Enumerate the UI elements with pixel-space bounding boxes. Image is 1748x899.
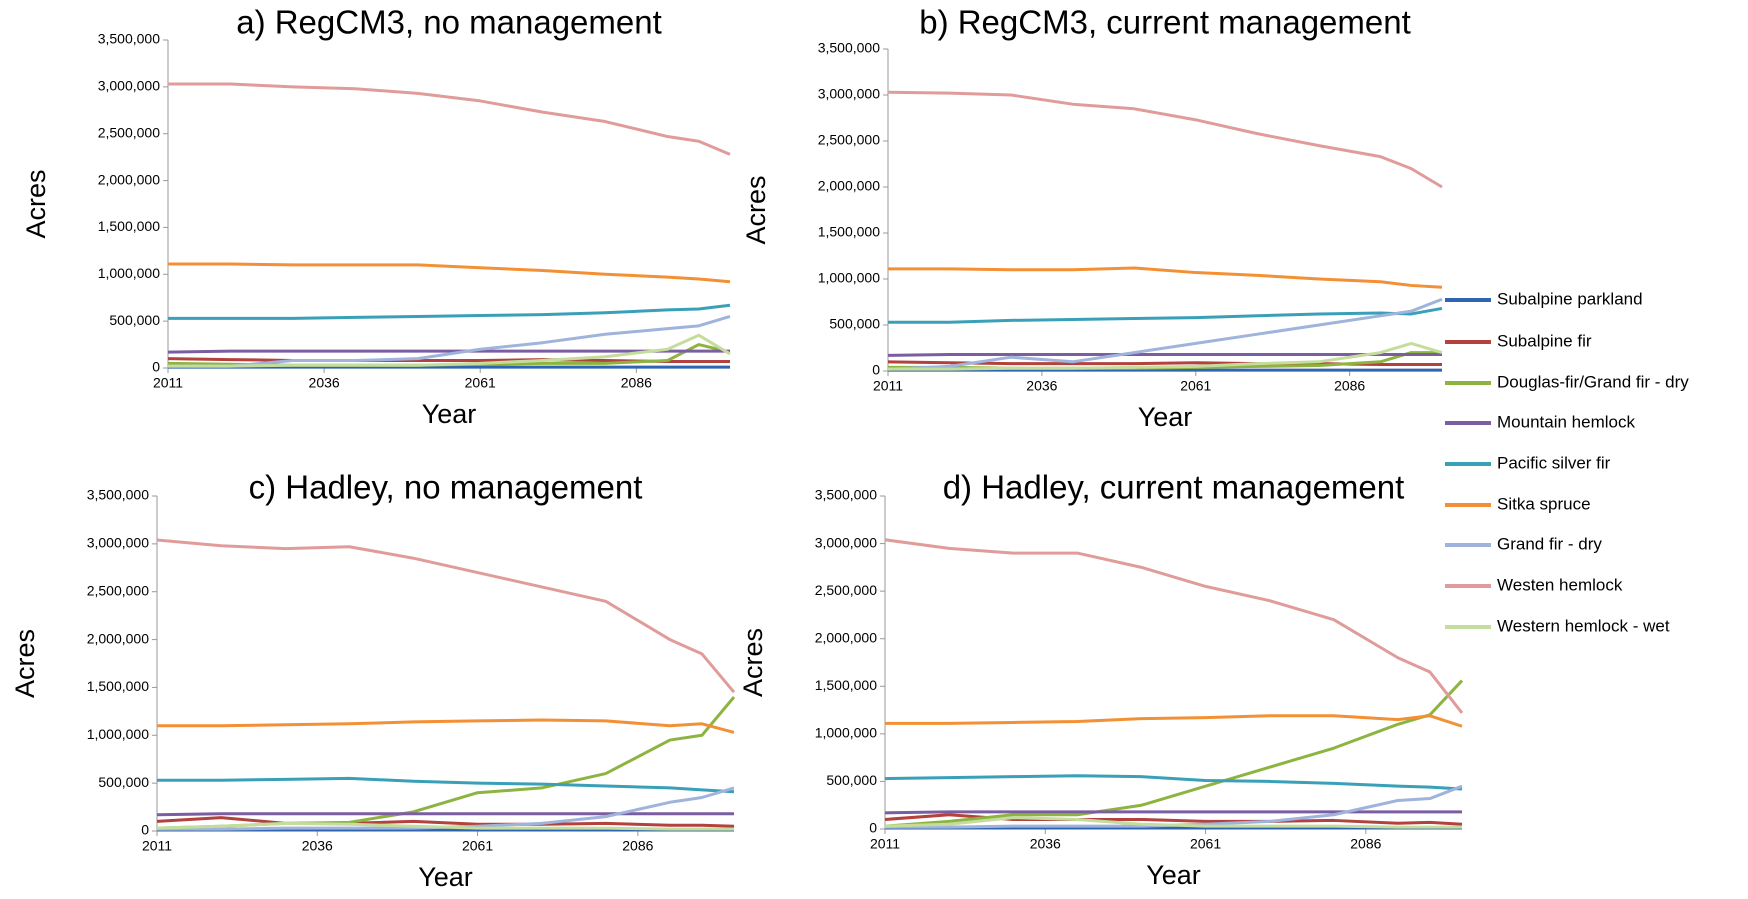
y-tick-label: 1,500,000 xyxy=(818,224,880,240)
y-tick-label: 1,000,000 xyxy=(98,265,160,281)
y-axis-label: Acres xyxy=(738,628,768,697)
y-tick-label: 0 xyxy=(141,822,149,838)
y-tick-label: 2,000,000 xyxy=(98,171,160,187)
y-tick-label: 3,500,000 xyxy=(818,40,880,56)
legend-label: Grand fir - dry xyxy=(1497,534,1602,553)
series-line xyxy=(168,315,731,368)
chart-title: d) Hadley, current management xyxy=(943,469,1405,506)
legend-label: Westen hemlock xyxy=(1497,575,1623,594)
y-tick-label: 500,000 xyxy=(98,774,149,790)
y-tick-label: 1,500,000 xyxy=(815,677,877,693)
series-line xyxy=(884,774,1463,791)
y-tick-label: 2,500,000 xyxy=(815,582,877,598)
chart-title: b) RegCM3, current management xyxy=(919,4,1411,41)
y-tick-label: 3,000,000 xyxy=(818,86,880,102)
series-line xyxy=(156,816,735,828)
legend-label: Mountain hemlock xyxy=(1497,412,1635,431)
series-line xyxy=(167,349,730,354)
y-tick-label: 1,500,000 xyxy=(98,218,160,234)
x-tick-label: 2011 xyxy=(153,375,183,391)
x-tick-label: 2011 xyxy=(870,836,900,852)
y-tick-label: 1,000,000 xyxy=(818,270,880,286)
legend-label: Western hemlock - wet xyxy=(1497,616,1670,635)
y-axis-label: Acres xyxy=(741,175,771,244)
x-tick-label: 2036 xyxy=(302,838,333,854)
series-line xyxy=(157,718,735,734)
y-tick-label: 2,500,000 xyxy=(87,582,149,598)
series-line xyxy=(168,303,731,320)
series-line xyxy=(888,266,1443,289)
x-axis-label: Year xyxy=(422,399,477,429)
y-tick-label: 2,000,000 xyxy=(87,630,149,646)
series-line xyxy=(156,821,734,831)
y-tick-label: 2,000,000 xyxy=(818,178,880,194)
series-line xyxy=(887,360,1442,367)
series-line xyxy=(887,297,1443,371)
y-axis-label: Acres xyxy=(10,629,40,698)
series-line xyxy=(156,538,736,694)
y-axis-label: Acres xyxy=(21,169,51,238)
y-tick-label: 2,000,000 xyxy=(815,629,877,645)
y-tick-label: 2,500,000 xyxy=(818,132,880,148)
series-line xyxy=(884,538,1464,714)
x-tick-label: 2061 xyxy=(465,375,496,391)
y-tick-label: 500,000 xyxy=(829,316,880,332)
series-line xyxy=(156,812,734,817)
series-line xyxy=(168,333,731,368)
series-line xyxy=(157,776,735,794)
series-line xyxy=(157,786,735,831)
x-tick-label: 2061 xyxy=(1190,836,1221,852)
legend-label: Pacific silver fir xyxy=(1497,453,1611,472)
x-tick-label: 2086 xyxy=(621,375,652,391)
x-tick-label: 2036 xyxy=(1026,378,1057,394)
x-tick-label: 2086 xyxy=(622,838,653,854)
x-tick-label: 2036 xyxy=(309,375,340,391)
y-tick-label: 3,000,000 xyxy=(815,534,877,550)
x-axis-label: Year xyxy=(1138,402,1193,432)
x-tick-label: 2086 xyxy=(1350,836,1381,852)
y-tick-label: 1,500,000 xyxy=(87,678,149,694)
y-tick-label: 3,500,000 xyxy=(815,487,877,503)
y-tick-label: 0 xyxy=(869,820,877,836)
y-tick-label: 0 xyxy=(152,359,160,375)
legend-label: Subalpine fir xyxy=(1497,331,1592,350)
series-line xyxy=(885,714,1463,728)
legend-label: Douglas-fir/Grand fir - dry xyxy=(1497,372,1689,391)
y-tick-label: 3,000,000 xyxy=(98,78,160,94)
series-line xyxy=(884,816,1462,829)
series-line xyxy=(168,262,731,284)
y-tick-label: 3,500,000 xyxy=(87,487,149,503)
y-tick-label: 2,500,000 xyxy=(98,124,160,140)
y-tick-label: 0 xyxy=(872,362,880,378)
x-tick-label: 2036 xyxy=(1030,836,1061,852)
chart-title: a) RegCM3, no management xyxy=(236,4,662,41)
legend-label: Sitka spruce xyxy=(1497,494,1591,513)
x-tick-label: 2086 xyxy=(1334,378,1365,394)
series-line xyxy=(884,679,1464,828)
series-line xyxy=(167,357,730,363)
x-tick-label: 2011 xyxy=(873,378,903,394)
x-axis-label: Year xyxy=(1146,860,1201,890)
x-tick-label: 2061 xyxy=(462,838,493,854)
series-line xyxy=(887,90,1443,189)
x-tick-label: 2061 xyxy=(1180,378,1211,394)
series-line xyxy=(168,82,731,156)
series-line xyxy=(885,784,1463,829)
x-axis-label: Year xyxy=(418,862,473,892)
y-tick-label: 3,000,000 xyxy=(87,535,149,551)
series-line xyxy=(887,352,1442,357)
y-tick-label: 500,000 xyxy=(109,312,160,328)
series-line xyxy=(888,341,1443,371)
chart-title: c) Hadley, no management xyxy=(249,469,643,506)
y-tick-label: 1,000,000 xyxy=(87,726,149,742)
series-line xyxy=(884,810,1462,815)
legend-label: Subalpine parkland xyxy=(1497,289,1643,308)
y-tick-label: 1,000,000 xyxy=(815,725,877,741)
x-tick-label: 2011 xyxy=(142,838,172,854)
y-tick-label: 500,000 xyxy=(826,772,877,788)
y-tick-label: 3,500,000 xyxy=(98,31,160,47)
